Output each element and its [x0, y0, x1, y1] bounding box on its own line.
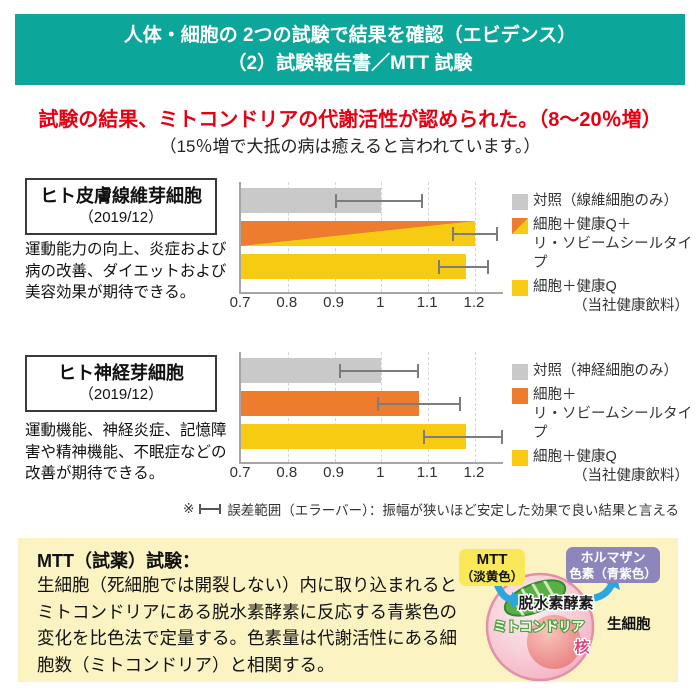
section-description: 運動機能、神経炎症、記憶障害や精神機能、不眠症などの改善が期待できる。: [25, 422, 227, 482]
legend-row: 対照（線維細胞のみ）: [512, 192, 697, 211]
legend-row: 細胞＋健康Q （当社健康飲料）: [512, 448, 697, 486]
living-cell-label: 生細胞: [607, 615, 651, 633]
grid-line: [428, 352, 430, 462]
legend-label: 細胞＋健康Q （当社健康飲料）: [533, 449, 689, 484]
note-prefix: ※: [183, 501, 195, 516]
mtt-title: MTT（試薬）試験：: [37, 551, 200, 571]
header-banner: 人体・細胞の 2つの試験で結果を確認（エビデンス） （2）試験報告書／MTT 試…: [15, 14, 685, 85]
grid-line: [474, 182, 476, 292]
cell-type-box: ヒト皮膚線維芽細胞 （2019/12）: [25, 178, 217, 235]
error-bar-note: ※ 誤差範囲（エラーバー）：振幅が狭いほど安定した効果で良い結果と言える: [183, 499, 693, 519]
subheadline: （15％増で大抵の病は癒えると言われています。）: [159, 137, 541, 156]
error-bar: [334, 193, 424, 208]
x-axis-tick-label: 0.8: [276, 464, 298, 481]
cell-type-date: （2019/12）: [78, 386, 164, 403]
error-bar: [376, 396, 461, 411]
x-axis-tick-label: 0.7: [229, 464, 251, 481]
note-text: 誤差範囲（エラーバー）：振幅が狭いほど安定した効果で良い結果と言える: [227, 503, 680, 518]
cell-type-title: ヒト神経芽細胞: [58, 363, 184, 383]
bar-chart-neuroblast: 0.7 0.8 0.9 1 1.1 1.2: [230, 352, 539, 481]
legend-row: 対照（神経細胞のみ）: [512, 362, 697, 381]
error-bar: [451, 226, 499, 241]
x-axis-tick-label: 1.2: [463, 464, 485, 481]
section-description: 運動能力の向上、炎症および病の改善、ダイエットおよび美容効果が期待できる。: [25, 241, 227, 301]
mitochondria-label: ミトコンドリア: [493, 619, 584, 634]
error-bar: [423, 429, 503, 444]
legend-swatch: [512, 280, 528, 296]
x-axis: 0.7 0.8 0.9 1 1.1 1.2: [230, 294, 539, 314]
mtt-chip-line1: MTT: [477, 551, 508, 568]
legend-label: 対照（線維細胞のみ）: [533, 193, 678, 209]
x-axis-tick-label: 1.2: [463, 294, 485, 311]
x-axis: 0.7 0.8 0.9 1 1.1 1.2: [230, 464, 539, 484]
enzyme-label: 脱水素酵素: [518, 594, 593, 612]
x-axis-tick-label: 1: [376, 464, 385, 481]
x-axis-tick-label: 0.9: [323, 294, 344, 311]
section-neuroblast: ヒト神経芽細胞 （2019/12） 運動機能、神経炎症、記憶障害や精神機能、不眠…: [0, 350, 700, 495]
legend-row: 細胞＋健康Q＋ リ・ソビームシールタイプ: [512, 216, 697, 273]
cell-type-title: ヒト皮膚線維芽細胞: [40, 186, 202, 206]
section-fibroblast: ヒト皮膚線維芽細胞 （2019/12） 運動能力の向上、炎症および病の改善、ダイ…: [0, 172, 700, 322]
chart-plot: [239, 352, 503, 464]
chart-legend: 対照（線維細胞のみ） 細胞＋健康Q＋ リ・ソビームシールタイプ細胞＋健康Q （当社健康…: [512, 192, 697, 321]
bar: [241, 254, 466, 279]
formazan-chip: [566, 547, 660, 583]
bar: [241, 221, 475, 246]
legend-swatch: [512, 194, 528, 210]
nucleus-circle: [527, 615, 581, 669]
legend-swatch: [512, 450, 528, 466]
bar-chart-fibroblast: 0.7 0.8 0.9 1 1.1 1.2: [230, 182, 539, 311]
legend-label: 細胞＋健康Q （当社健康飲料）: [533, 279, 689, 314]
nucleus-label: 核: [574, 638, 589, 656]
chart-plot: [239, 182, 503, 294]
legend-swatch: [512, 218, 528, 234]
x-axis-tick-label: 0.7: [229, 294, 251, 311]
error-bar: [437, 259, 489, 274]
cell-type-box: ヒト神経芽細胞 （2019/12）: [25, 355, 217, 412]
x-axis-tick-label: 1.1: [416, 464, 438, 481]
legend-swatch: [512, 388, 528, 404]
header-line2: （2）試験報告書／MTT 試験: [227, 52, 473, 74]
legend-label: 細胞＋健康Q＋ リ・ソビームシールタイプ: [533, 217, 693, 271]
x-axis-tick-label: 1: [376, 294, 385, 311]
error-bar-icon: [199, 504, 222, 514]
mitochondria-shape: [503, 578, 567, 619]
headline: 試験の結果、ミトコンドリアの代謝活性が認められた。（8～20％増）: [38, 109, 662, 131]
chart-legend: 対照（神経細胞のみ） 細胞＋ リ・ソビームシールタイプ細胞＋健康Q （当社健康飲料）: [512, 362, 697, 491]
cell-type-date: （2019/12）: [78, 209, 164, 226]
legend-row: 細胞＋健康Q （当社健康飲料）: [512, 278, 697, 316]
header-line1: 人体・細胞の 2つの試験で結果を確認（エビデンス）: [123, 24, 577, 46]
legend-label: 対照（神経細胞のみ）: [533, 363, 678, 379]
x-axis-tick-label: 0.8: [276, 294, 298, 311]
mtt-chip-line2: （淡黄色）: [461, 569, 524, 584]
legend-row: 細胞＋ リ・ソビームシールタイプ: [512, 386, 697, 443]
error-bar: [339, 363, 419, 378]
x-axis-tick-label: 0.9: [323, 464, 344, 481]
formazan-chip-line2: 色素（青紫色）: [569, 566, 657, 581]
formazan-chip-line1: ホルマザン: [580, 550, 645, 565]
legend-swatch: [512, 364, 528, 380]
mtt-body: 生細胞（死細胞では開裂しない）内に取り込まれるとミトコンドリアにある脱水素酵素に…: [37, 575, 457, 675]
mtt-chip: [459, 549, 525, 586]
grid-line: [474, 352, 476, 462]
x-axis-tick-label: 1.1: [416, 294, 438, 311]
legend-label: 細胞＋ リ・ソビームシールタイプ: [533, 387, 693, 441]
cell-diagram: MTT （淡黄色） ホルマザン 色素（青紫色） 脱水素酵素 ミトコンドリア 核 …: [459, 547, 660, 682]
